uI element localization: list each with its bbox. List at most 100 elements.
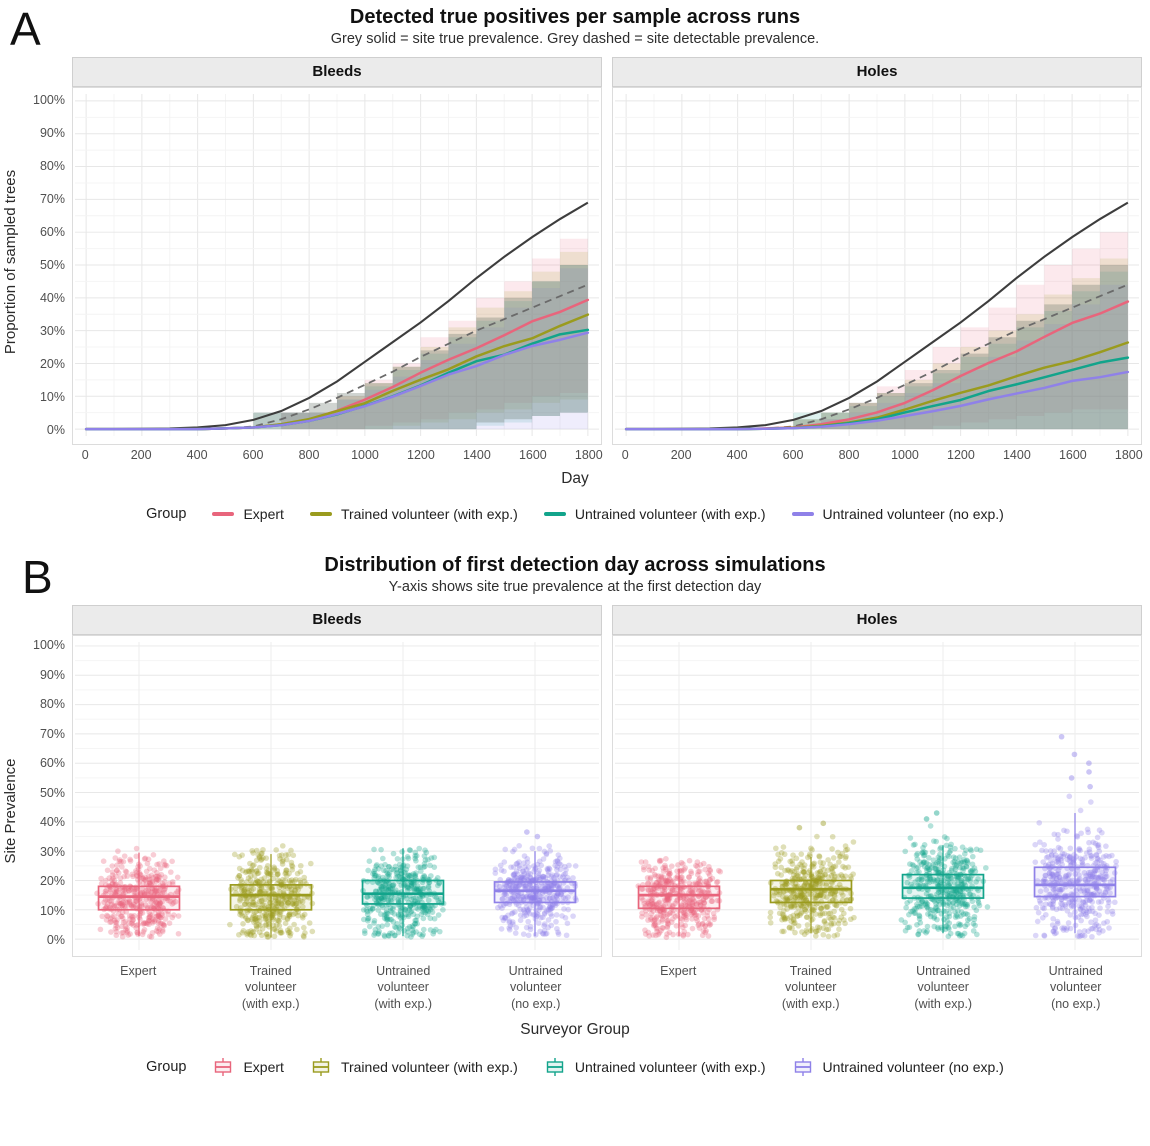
y-tick-label: 0% [46, 423, 65, 437]
panel-b-title: Distribution of first detection day acro… [324, 554, 826, 576]
x-tick-label: 1400 [1002, 448, 1031, 462]
y-tick-label: 10% [39, 903, 65, 918]
line-chart-bleeds [72, 87, 602, 445]
panel-a-title: Detected true positives per sample acros… [349, 6, 801, 28]
x-tick-label-untrained-volunteer-no-exp-: Untrained volunteer (no exp.) [508, 964, 563, 1011]
facet-strip-holes-b: Holes [612, 605, 1142, 635]
y-tick-label: 40% [39, 291, 65, 305]
legend-line-swatch [791, 512, 814, 516]
legend-boxplot-swatch [546, 1058, 564, 1076]
x-tick-label: 800 [298, 448, 320, 462]
panel-b: B Distribution of first detection day ac… [0, 554, 1150, 1077]
y-tick-label: 50% [39, 258, 65, 272]
facet-strip-bleeds-a: Bleeds [72, 57, 602, 87]
legend-item-label: Trained volunteer (with exp.) [340, 506, 518, 522]
x-tick-label: 1000 [351, 448, 379, 462]
legend-boxplot-swatch [215, 1058, 232, 1076]
panel-b-legend: Group Expert Trained volunteer (with exp.… [0, 1057, 1150, 1077]
x-tick-label: 200 [670, 448, 692, 462]
panel-b-x-ticks-bleeds: Expert Trained volunteer (with exp.) Untrain… [72, 961, 602, 1017]
x-tick-label-untrained-volunteer-no-exp-: Untrained volunteer (no exp.) [1048, 964, 1103, 1011]
panel-b-x-axis-title: Surveyor Group [520, 1021, 630, 1038]
boxplot-chart-bleeds [72, 635, 602, 957]
x-tick-label: 0 [81, 448, 89, 462]
x-tick-label: 1600 [1058, 448, 1087, 462]
x-tick-label: 1000 [891, 448, 919, 462]
x-tick-label: 1400 [462, 448, 491, 462]
x-tick-label-trained-volunteer-with-exp-: Trained volunteer (with exp.) [241, 964, 300, 1011]
x-tick-label-expert: Expert [120, 964, 157, 978]
x-tick-label-expert: Expert [660, 964, 697, 978]
y-tick-label: 70% [39, 192, 65, 206]
y-tick-label: 80% [39, 159, 65, 173]
panel-b-subtitle: Y-axis shows site true prevalence at the… [388, 579, 762, 595]
panel-b-legend-title: Group [146, 1059, 187, 1075]
panel-b-plot-holes [612, 635, 1142, 957]
y-tick-label: 50% [39, 785, 65, 800]
panel-a-y-ticks: 0% 10% 20% 30% 40% 50% 60% 70% 80% 90% 100% [26, 87, 72, 466]
facet-gap [26, 605, 72, 635]
legend-item-label: Untrained volunteer (no exp.) [822, 506, 1004, 522]
y-tick-label: 100% [33, 93, 65, 107]
x-tick-label: 600 [782, 448, 804, 462]
legend-item-label: Untrained volunteer (no exp.) [822, 1059, 1004, 1075]
x-tick-label: 200 [130, 448, 152, 462]
y-tick-label: 90% [39, 667, 65, 682]
boxplot-chart-holes [612, 635, 1142, 957]
legend-item-label: Expert [243, 1059, 284, 1075]
panel-a-y-axis-title-cell: Proportion of sampled trees [0, 57, 26, 466]
y-tick-label: 60% [39, 225, 65, 239]
facet-strip-holes-a: Holes [612, 57, 1142, 87]
panel-b-y-axis-title-cell: Site Prevalence [0, 605, 26, 1017]
x-tick-label-untrained-volunteer-with-exp-: Untrained volunteer (with exp.) [374, 964, 433, 1011]
panel-a-x-ticks-bleeds: 0 200 400 600 800 1000 1200 1400 1600 1800 [72, 448, 603, 466]
legend-item-expert: Expert [212, 506, 284, 522]
line-chart-holes [612, 87, 1142, 445]
y-tick-label: 20% [39, 874, 65, 888]
x-tick-label: 400 [186, 448, 208, 462]
y-tick-label: 20% [39, 357, 65, 371]
x-tick-label: 400 [726, 448, 748, 462]
legend-item-untrained-volunteer-with-exp-: Untrained volunteer (with exp.) [543, 506, 766, 522]
y-tick-label: 70% [39, 726, 65, 741]
y-tick-label: 40% [39, 815, 65, 829]
y-tick-label: 100% [33, 638, 65, 652]
panel-a-subtitle: Grey solid = site true prevalence. Grey … [330, 31, 820, 47]
panel-b-letter: B [22, 551, 53, 603]
y-tick-label: 30% [39, 324, 65, 338]
panel-a-legend: Group Expert Trained volunteer (with exp.… [0, 506, 1150, 522]
legend-line-swatch [309, 512, 332, 516]
legend-item-label: Trained volunteer (with exp.) [340, 1059, 518, 1075]
y-tick-label: 80% [39, 697, 65, 711]
x-tick-label: 0 [621, 448, 629, 462]
x-tick-label-trained-volunteer-with-exp-: Trained volunteer (with exp.) [781, 964, 840, 1011]
x-tick-label: 1800 [574, 448, 603, 462]
facet-strip-bleeds-b: Bleeds [72, 605, 602, 635]
legend-item-label: Untrained volunteer (with exp.) [574, 506, 766, 522]
legend-item-label: Untrained volunteer (with exp.) [574, 1059, 766, 1075]
panel-a-y-axis-title: Proportion of sampled trees [2, 169, 19, 354]
panel-a-letter: A [10, 3, 41, 55]
x-tick-label: 600 [242, 448, 264, 462]
legend-item-untrained-volunteer-no-exp-: Untrained volunteer (no exp.) [792, 1057, 1004, 1077]
panel-a-chart-area: Proportion of sampled trees Bleeds Holes… [0, 57, 1150, 466]
legend-item-trained-volunteer-with-exp-: Trained volunteer (with exp.) [310, 1057, 518, 1077]
panel-a: A Detected true positives per sample acr… [0, 6, 1150, 522]
panel-b-chart-area: Site Prevalence Bleeds Holes 0% 10% 20% 30%… [0, 605, 1150, 1017]
legend-line-swatch [543, 512, 566, 516]
x-tick-label: 1600 [518, 448, 547, 462]
panel-divider-space [0, 522, 1150, 548]
legend-item-label: Expert [243, 506, 284, 522]
y-tick-label: 90% [39, 126, 65, 140]
panel-a-x-axis-title: Day [561, 470, 589, 487]
legend-boxplot-swatch [794, 1058, 811, 1076]
panel-b-plot-bleeds [72, 635, 602, 957]
panel-b-x-ticks-holes: Expert Trained volunteer (with exp.) Untrain… [612, 961, 1142, 1017]
x-tick-label: 1800 [1114, 448, 1143, 462]
y-tick-label: 60% [39, 756, 65, 770]
panel-a-plot-bleeds [72, 87, 602, 445]
panel-b-y-ticks: 0% 10% 20% 30% 40% 50% 60% 70% 80% 90% 100% [26, 635, 72, 1017]
panel-a-legend-title: Group [146, 506, 187, 522]
legend-item-untrained-volunteer-no-exp-: Untrained volunteer (no exp.) [791, 506, 1004, 522]
panel-b-y-axis-title: Site Prevalence [2, 758, 19, 864]
